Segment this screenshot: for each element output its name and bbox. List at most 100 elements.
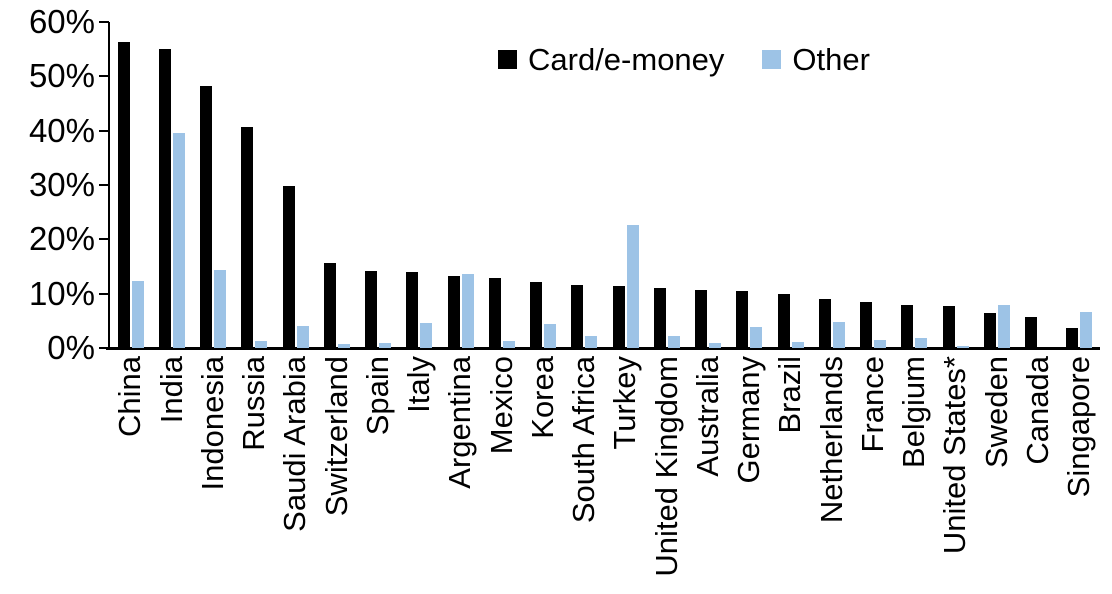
x-axis-label: Argentina (442, 356, 478, 489)
x-axis-label: United States* (937, 356, 973, 555)
bar-card-emoney (530, 282, 543, 348)
bar-group (729, 22, 770, 348)
x-axis-label: Turkey (607, 356, 643, 450)
x-axis-label-cell: Spain (358, 356, 399, 594)
bar-group (275, 22, 316, 348)
bar-other (296, 326, 309, 348)
bar-card-emoney (241, 127, 254, 348)
x-axis-labels: China India Indonesia Russia Saudi Arabia Swi… (110, 356, 1100, 594)
bar-other (461, 273, 474, 348)
y-axis-tick (99, 238, 109, 241)
bar-card-emoney (406, 271, 419, 348)
x-axis-label-cell: Brazil (770, 356, 811, 594)
bar-group (770, 22, 811, 348)
bar-card-emoney (736, 290, 749, 348)
x-axis-label: India (153, 356, 189, 424)
y-axis-tick-label: 30% (28, 166, 95, 203)
x-axis-label: Sweden (978, 356, 1014, 469)
bar-card-emoney (653, 288, 666, 348)
x-axis-label: Netherlands (813, 356, 849, 524)
bar-group (316, 22, 357, 348)
bar-card-emoney (612, 286, 625, 348)
bar-card-emoney (942, 306, 955, 348)
bar-other (750, 326, 763, 348)
bar-group (811, 22, 852, 348)
bar-group (440, 22, 481, 348)
x-axis-label: United Kingdom (648, 356, 684, 577)
bar-card-emoney (695, 289, 708, 348)
x-axis-label-cell: South Africa (564, 356, 605, 594)
x-axis-label: Russia (236, 356, 272, 451)
x-axis-label-cell: Russia (234, 356, 275, 594)
x-axis-label-cell: Saudi Arabia (275, 356, 316, 594)
bar-group (481, 22, 522, 348)
bar-other (667, 335, 680, 348)
legend-swatch-other (762, 50, 782, 69)
bar-card-emoney (777, 294, 790, 348)
bar-group (646, 22, 687, 348)
plot-area (110, 22, 1100, 348)
legend: Card/e-money Other (498, 44, 870, 75)
x-axis-label-cell: Turkey (605, 356, 646, 594)
y-axis-tick-label: 10% (28, 274, 95, 312)
x-axis-label: China (112, 356, 148, 437)
bar-group (976, 22, 1017, 348)
y-axis-tick (99, 347, 109, 349)
bar-card-emoney (200, 85, 213, 348)
x-axis-label: Indonesia (194, 356, 230, 491)
bar-group (894, 22, 935, 348)
bar-group (399, 22, 440, 348)
bar-other (626, 225, 639, 348)
bar-group (234, 22, 275, 348)
x-axis-label-cell: Canada (1018, 356, 1059, 594)
x-axis-label-cell: Mexico (481, 356, 522, 594)
y-axis-tick-label: 0% (47, 329, 95, 366)
bar-other (956, 346, 969, 348)
y-axis-line (108, 22, 110, 350)
bar-other (915, 337, 928, 348)
x-axis-label: Korea (524, 356, 560, 439)
x-axis-label-cell: Belgium (894, 356, 935, 594)
y-axis-tick-label: 40% (28, 111, 95, 149)
legend-label-other: Other (792, 42, 870, 77)
x-axis-label-cell: Germany (729, 356, 770, 594)
x-axis-label-cell: India (151, 356, 192, 594)
bar-other (337, 343, 350, 348)
bar-other (874, 340, 887, 348)
bar-other (502, 341, 515, 348)
x-axis-label: France (854, 356, 890, 453)
bar-group (193, 22, 234, 348)
y-axis-tick (99, 21, 109, 23)
x-axis-label-cell: United States* (935, 356, 976, 594)
bar-other (544, 323, 557, 348)
bar-card-emoney (901, 304, 914, 348)
x-axis-line (106, 347, 1100, 350)
x-axis-label: South Africa (566, 356, 602, 524)
bar-other (255, 341, 268, 348)
y-axis-tick (99, 184, 109, 186)
bar-other (1080, 312, 1093, 348)
bar-group (151, 22, 192, 348)
x-axis-label: Italy (401, 356, 437, 413)
y-axis-tick-label: 20% (28, 220, 95, 258)
bar-group (523, 22, 564, 348)
x-axis-label-cell: Argentina (440, 356, 481, 594)
x-axis-label-cell: Singapore (1059, 356, 1100, 594)
bar-other (585, 335, 598, 348)
x-axis-label: Spain (359, 356, 395, 436)
x-axis-label-cell: Sweden (976, 356, 1017, 594)
x-axis-label-cell: Italy (399, 356, 440, 594)
x-axis-label: Saudi Arabia (277, 356, 313, 532)
bar-other (832, 322, 845, 348)
bar-group (564, 22, 605, 348)
x-axis-label: Belgium (896, 356, 932, 468)
bar-card-emoney (117, 41, 130, 348)
x-axis-label-cell: United Kingdom (646, 356, 687, 594)
x-axis-label-cell: China (110, 356, 151, 594)
legend-item-other: Other (762, 44, 870, 75)
bar-group (605, 22, 646, 348)
bar-card-emoney (488, 277, 501, 348)
bar-card-emoney (571, 284, 584, 348)
bar-group (1018, 22, 1059, 348)
